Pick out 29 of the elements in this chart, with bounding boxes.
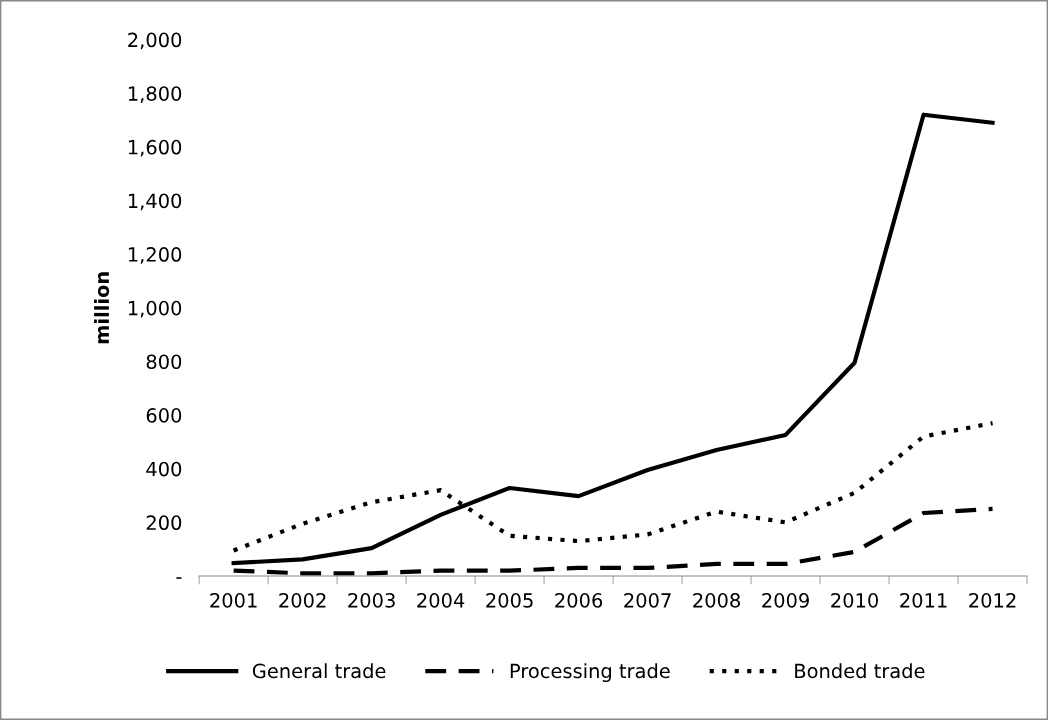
y-tick-label: 1,800 [128, 86, 182, 103]
y-tick-label: 1,000 [128, 300, 182, 318]
legend-label: Processing trade [510, 663, 670, 683]
x-tick-label: 2004 [417, 593, 465, 608]
x-tick-label: 2012 [969, 593, 1016, 608]
y-tick-label: 1,400 [128, 193, 182, 211]
legend-label: General trade [252, 663, 386, 679]
y-tick-label: 600 [146, 408, 182, 423]
x-tick-label: 2011 [900, 593, 947, 608]
x-tick-label: 2007 [624, 593, 671, 608]
y-tick-label: 400 [146, 461, 182, 477]
x-tick-label: 2001 [210, 593, 257, 608]
y-axis-title: million [94, 272, 110, 344]
x-tick-label: 2006 [555, 593, 603, 608]
x-tick-label: 2010 [831, 593, 879, 608]
x-tick-label: 2003 [348, 593, 395, 608]
legend-label: Bonded trade [795, 663, 925, 679]
line-series [231, 112, 995, 566]
x-tick-label: 2008 [693, 593, 740, 608]
line-series [231, 506, 995, 576]
y-tick-label: 1,600 [128, 139, 182, 157]
y-tick-label: 200 [146, 515, 182, 531]
x-tick-label: 2005 [486, 593, 533, 608]
x-tick-label: 2009 [762, 593, 809, 608]
y-tick-label: 800 [146, 354, 182, 370]
x-tick-label: 2002 [279, 593, 326, 608]
y-tick-label: 1,200 [128, 247, 182, 264]
y-tick-label: 2,000 [128, 32, 182, 50]
y-tick-label: - [176, 577, 182, 579]
